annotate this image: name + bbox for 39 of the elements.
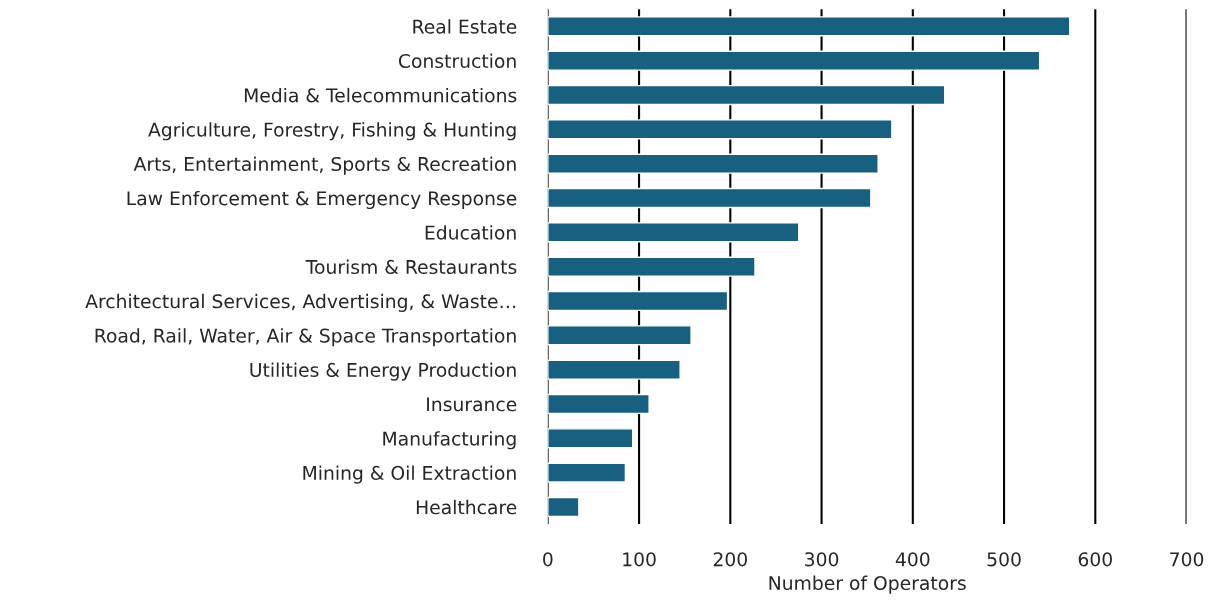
bar xyxy=(547,325,692,346)
y-tick-label: Arts, Entertainment, Sports & Recreation xyxy=(133,156,516,175)
x-tick-label: 300 xyxy=(805,552,839,567)
y-tick-label: Insurance xyxy=(427,397,517,412)
x-tick-label: 700 xyxy=(1170,552,1204,567)
y-tick-label: Healthcare xyxy=(416,499,517,515)
bar xyxy=(547,256,756,277)
y-tick-label: Real Estate xyxy=(413,19,517,34)
y-tick-label: Law Enforcement & Emergency Response xyxy=(127,190,517,210)
bar xyxy=(547,84,946,106)
bar xyxy=(547,496,580,518)
y-tick-label: Construction xyxy=(398,53,516,69)
bar xyxy=(547,119,893,140)
y-tick-label: Manufacturing xyxy=(383,431,516,450)
y-tick-label: Road, Rail, Water, Air & Space Transportation xyxy=(95,328,516,347)
y-tick-label: Utilities & Energy Production xyxy=(250,362,516,381)
x-tick-label: 600 xyxy=(1078,552,1112,567)
bar xyxy=(547,187,872,209)
x-tick-label: 0 xyxy=(543,552,553,567)
bar xyxy=(547,153,879,174)
y-tick-label: Education xyxy=(425,225,516,240)
y-tick-label: Tourism & Restaurants xyxy=(305,259,517,275)
bar xyxy=(547,393,650,415)
x-axis-title: Number of Operators xyxy=(769,575,966,594)
x-tick-label: 400 xyxy=(895,552,930,567)
bar xyxy=(547,16,1071,37)
y-tick-label: Agriculture, Forestry, Fishing & Hunting xyxy=(148,122,516,141)
x-tick-label: 100 xyxy=(623,552,656,567)
x-tick-label: 500 xyxy=(987,552,1021,567)
bar xyxy=(547,222,800,243)
bar xyxy=(547,290,729,312)
y-tick-label: Mining & Oil Extraction xyxy=(303,465,516,484)
bar xyxy=(547,50,1041,71)
y-tick-label: Architectural Services, Advertising, & Waste… xyxy=(85,293,516,313)
y-tick-label: Media & Telecommunications xyxy=(244,87,517,103)
bar xyxy=(547,462,627,483)
bar xyxy=(547,359,681,380)
x-tick-label: 200 xyxy=(713,552,747,567)
bar xyxy=(547,428,634,449)
